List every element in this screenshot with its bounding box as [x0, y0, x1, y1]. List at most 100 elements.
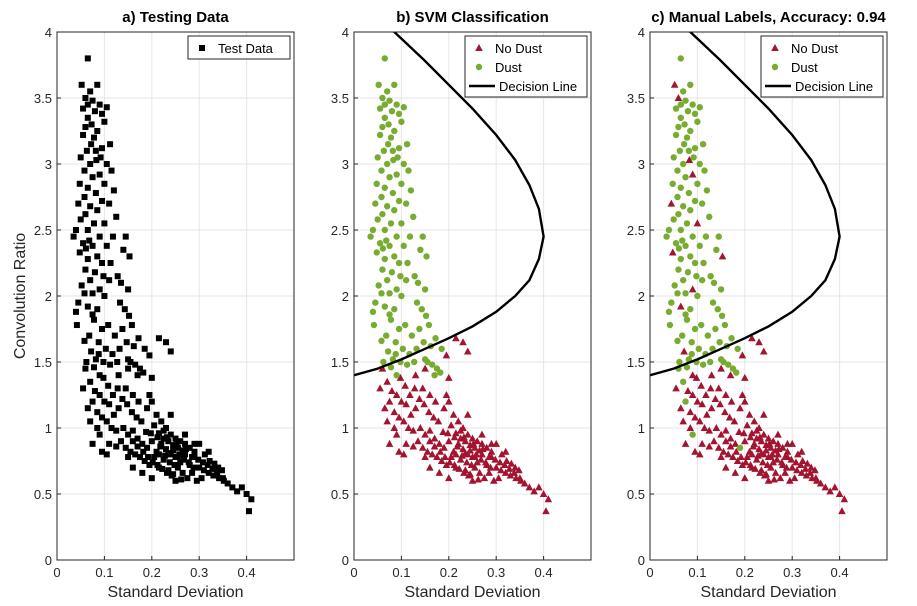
data-point [95, 351, 102, 358]
data-point [106, 200, 113, 207]
data-point [392, 430, 401, 438]
data-point [423, 447, 432, 455]
data-point [490, 476, 498, 484]
data-point [417, 246, 424, 253]
data-point [431, 372, 438, 379]
data-point [426, 391, 434, 398]
data-point [677, 184, 685, 191]
data-point [132, 451, 139, 458]
data-point [685, 156, 694, 164]
data-point [218, 467, 225, 474]
data-point [243, 491, 250, 497]
x-tick-label: 0.1 [95, 565, 113, 580]
data-point [698, 200, 706, 207]
x-tick-label: 0.1 [688, 565, 706, 580]
data-point [80, 131, 87, 138]
y-tick-label: 2 [342, 289, 349, 304]
data-point [96, 372, 103, 379]
data-point [113, 443, 120, 450]
legend: No Dust Dust Decision Line [760, 35, 884, 98]
data-point [198, 475, 205, 482]
data-point [136, 454, 143, 461]
data-point [454, 417, 463, 425]
data-point [87, 88, 94, 95]
data-point [700, 259, 707, 267]
data-point [138, 418, 145, 425]
data-point [679, 203, 687, 210]
data-point [234, 488, 241, 495]
data-point [707, 371, 716, 379]
data-point [387, 134, 395, 141]
data-point [378, 167, 385, 174]
data-point [695, 450, 704, 458]
data-point [677, 226, 685, 234]
data-point [130, 343, 137, 350]
data-point [395, 144, 403, 152]
data-point [422, 312, 430, 319]
data-point [129, 392, 136, 398]
data-point [369, 226, 377, 234]
data-point [703, 410, 711, 418]
series-no-dust [376, 334, 553, 515]
data-point [752, 426, 761, 434]
data-point [102, 345, 109, 352]
data-point [410, 358, 418, 366]
data-point [688, 391, 697, 398]
decision-line [650, 32, 841, 377]
data-point [193, 477, 200, 484]
data-point [96, 392, 103, 398]
data-point [94, 81, 101, 88]
data-point [405, 167, 412, 174]
data-point [101, 118, 108, 125]
data-point [741, 458, 750, 466]
data-point [157, 443, 164, 450]
data-point [709, 345, 716, 352]
data-point [126, 253, 133, 260]
data-point [687, 306, 694, 313]
data-point [447, 453, 455, 461]
data-point [677, 255, 685, 263]
data-point [719, 447, 728, 455]
data-point [459, 338, 467, 346]
data-point [101, 398, 108, 405]
data-point [87, 203, 94, 210]
data-point [413, 345, 420, 352]
data-point [398, 118, 405, 125]
data-point [691, 447, 699, 455]
data-point [671, 282, 678, 289]
data-point [388, 387, 396, 395]
data-point [206, 458, 213, 464]
data-point [393, 372, 400, 379]
y-tick-label: 0 [45, 553, 52, 568]
data-point [163, 339, 170, 346]
data-point [743, 453, 751, 461]
data-point [214, 469, 221, 476]
data-point [128, 322, 135, 329]
data-point [181, 440, 188, 447]
data-point [411, 371, 420, 379]
data-point [689, 431, 696, 438]
data-point [381, 55, 389, 62]
data-point [400, 104, 407, 111]
data-point [145, 454, 152, 461]
data-point [441, 453, 449, 461]
data-point [463, 410, 472, 418]
data-point [464, 471, 473, 479]
series-decision-line [650, 32, 841, 377]
data-point [106, 277, 113, 284]
data-point [155, 451, 162, 458]
data-point [715, 233, 722, 240]
data-point [699, 141, 707, 148]
data-point [87, 418, 94, 425]
data-point [95, 339, 102, 346]
data-point [666, 321, 674, 329]
data-point [502, 457, 511, 464]
data-point [688, 339, 695, 346]
data-point [835, 490, 844, 497]
data-point [388, 269, 396, 276]
data-point [178, 476, 185, 483]
data-point [398, 292, 405, 300]
data-point [722, 437, 730, 445]
chart-title: c) Manual Labels, Accuracy: 0.94 [651, 9, 886, 26]
data-point [691, 259, 699, 267]
